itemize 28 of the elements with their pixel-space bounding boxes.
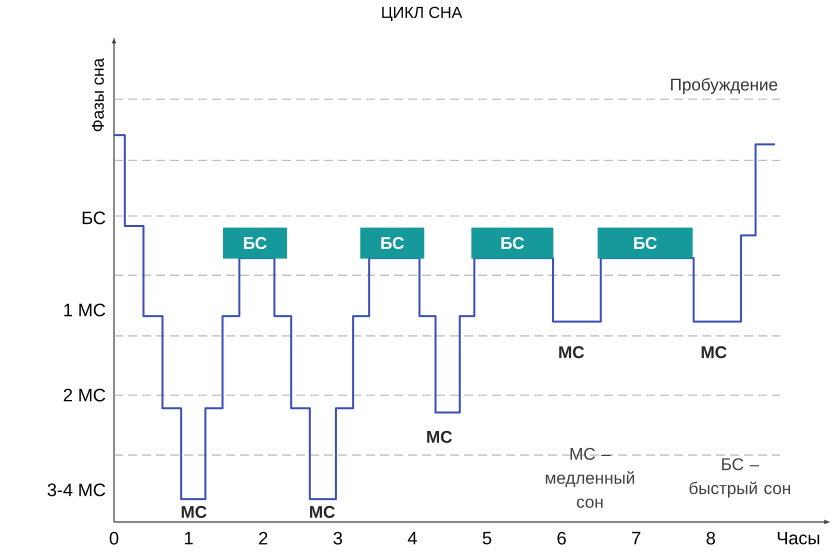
annotation: МС <box>559 346 584 358</box>
text: 2 МС <box>64 388 106 402</box>
x-tick-label: 3 <box>333 532 342 545</box>
annotation: БС – быстрый сон <box>690 458 790 498</box>
chart-title: ЦИКЛ СНА <box>382 6 462 22</box>
x-tick-label: 2 <box>259 532 268 544</box>
x-tick-label: 7 <box>632 532 640 544</box>
x-tick-label: 8 <box>706 532 716 545</box>
x-tick-label: 5 <box>482 532 492 544</box>
x-tick-label: 0 <box>110 532 118 545</box>
x-tick-label: 4 <box>408 532 417 544</box>
annotation: МС – медленный сон <box>546 448 634 508</box>
text: БС <box>82 212 106 224</box>
x-tick-label: 1 <box>184 532 193 544</box>
annotation: БС <box>501 237 524 250</box>
text: 3-4 МС <box>48 484 106 496</box>
ref-line-label: Пробуждение <box>671 78 778 94</box>
annotation: МС <box>310 506 335 518</box>
annotation: МС <box>427 430 452 443</box>
y-axis-title: Фазы сна <box>92 58 104 132</box>
x-axis-title: Часы <box>778 532 820 544</box>
annotation: БС <box>244 237 267 250</box>
x-tick-label: 6 <box>558 532 566 545</box>
annotation: МС <box>702 346 727 358</box>
annotation: МС <box>182 506 207 518</box>
annotation: БС <box>634 237 657 250</box>
text: 1 МС <box>64 304 106 316</box>
annotation: БС <box>381 237 404 250</box>
